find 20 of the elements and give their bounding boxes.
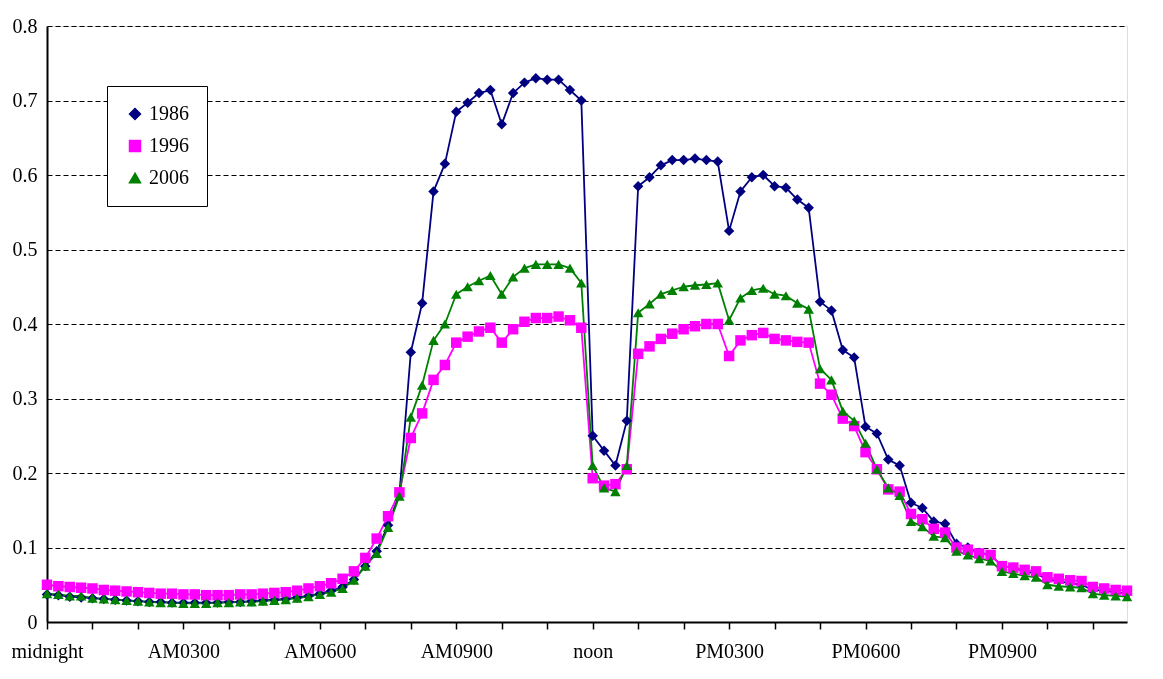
y-tick-label: 0 xyxy=(27,610,38,633)
legend-label: 1986 xyxy=(149,102,189,124)
x-tick-label: noon xyxy=(573,639,614,662)
legend-label: 2006 xyxy=(149,166,189,188)
y-tick-label: 0.1 xyxy=(12,536,38,558)
y-tick-label: 0.7 xyxy=(12,89,38,111)
x-tick-label: AM0900 xyxy=(420,639,493,662)
legend-label: 1996 xyxy=(149,134,189,156)
y-tick-label: 0.5 xyxy=(12,238,38,260)
x-tick-label: midnight xyxy=(11,639,85,663)
y-tick-label: 0.8 xyxy=(12,14,38,37)
x-tick-label: AM0300 xyxy=(147,639,221,662)
x-tick-label: PM0600 xyxy=(831,639,901,662)
y-tick-label: 0.3 xyxy=(12,387,38,409)
y-tick-label: 0.6 xyxy=(12,163,38,186)
x-tick-label: PM0300 xyxy=(695,639,765,662)
x-tick-label: PM0900 xyxy=(967,639,1037,662)
x-tick-label: AM0600 xyxy=(284,639,357,662)
y-tick-label: 0.4 xyxy=(12,312,38,335)
y-tick-label: 0.2 xyxy=(12,461,38,484)
